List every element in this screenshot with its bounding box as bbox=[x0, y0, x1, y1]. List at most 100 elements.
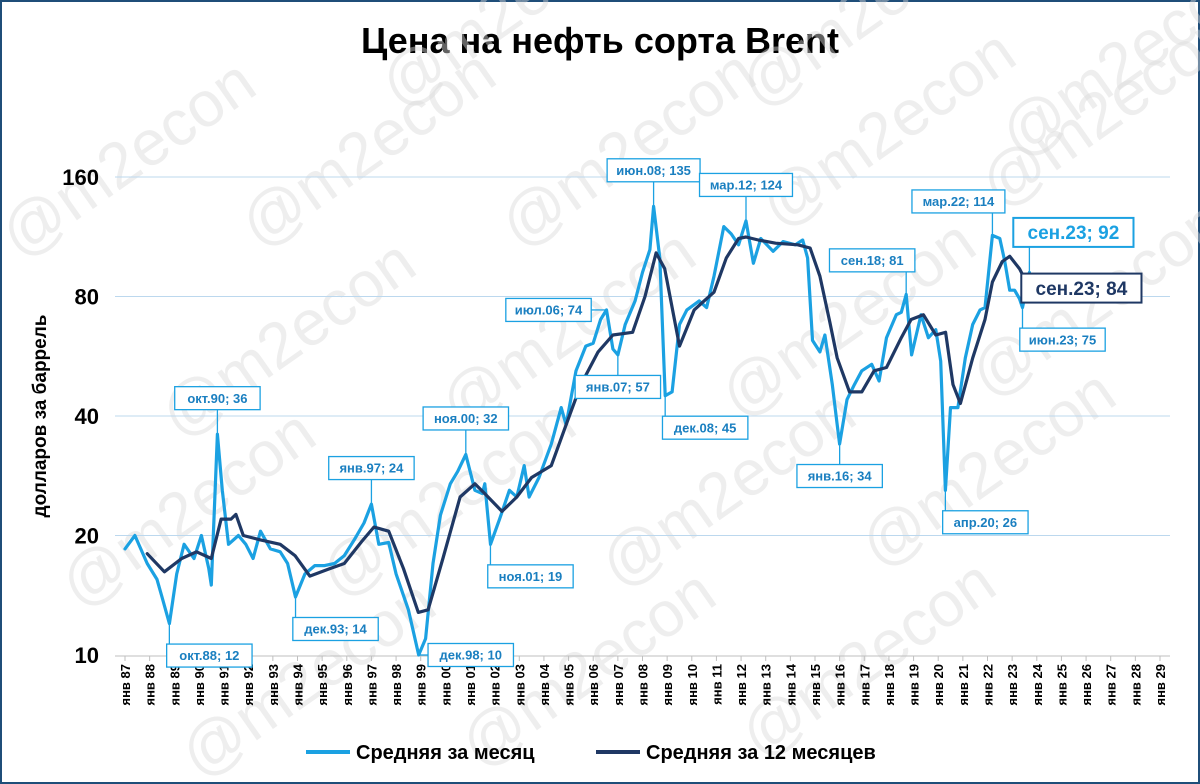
x-tick-label: янв 05 bbox=[562, 664, 577, 706]
annotation: июн.08; 135 bbox=[606, 158, 701, 207]
annotation-label: июн.23; 75 bbox=[1029, 332, 1096, 347]
x-tick-label: янв 98 bbox=[389, 664, 404, 706]
annotation-label: янв.97; 24 bbox=[339, 461, 404, 476]
x-tick-label: янв 95 bbox=[315, 664, 330, 706]
legend-item-annual: Средняя за 12 месяцев bbox=[596, 742, 876, 764]
x-tick-label: янв 97 bbox=[364, 664, 379, 706]
annotation-box bbox=[942, 510, 1029, 535]
annotation-box bbox=[1020, 272, 1143, 304]
x-tick-label: янв 10 bbox=[685, 664, 700, 706]
x-tick-label: янв 18 bbox=[882, 664, 897, 706]
annotation-box bbox=[328, 455, 415, 481]
x-tick-label: янв 04 bbox=[537, 663, 552, 705]
series-layer bbox=[123, 204, 1032, 657]
legend-item-monthly: Средняя за месяц bbox=[306, 742, 535, 764]
annotation-box bbox=[505, 297, 592, 323]
x-tick-label: янв 24 bbox=[1030, 663, 1045, 705]
annotation-box bbox=[661, 415, 749, 440]
x-tick-label: янв 19 bbox=[907, 664, 922, 706]
x-tick-label: янв 17 bbox=[857, 664, 872, 706]
annotation-box bbox=[166, 643, 253, 668]
x-tick-label: янв 27 bbox=[1104, 664, 1119, 706]
x-tick-label: янв 91 bbox=[217, 664, 232, 706]
annotation: июл.06; 74 bbox=[505, 297, 607, 323]
x-tick-label: янв 01 bbox=[463, 664, 478, 706]
annotation-box bbox=[174, 386, 261, 411]
annotation-box bbox=[828, 248, 916, 273]
annotation-box bbox=[698, 172, 794, 198]
annotation-label: дек.08; 45 bbox=[674, 420, 736, 435]
annotation-box bbox=[1019, 327, 1106, 352]
annotation: дек.08; 45 bbox=[661, 395, 749, 440]
annotation: апр.20; 26 bbox=[942, 490, 1029, 535]
annotation-label: окт.88; 12 bbox=[179, 648, 239, 663]
y-axis-label: долларов за баррель bbox=[30, 315, 51, 518]
x-tick-label: янв 29 bbox=[1153, 664, 1168, 706]
annotation: окт.90; 36 bbox=[174, 386, 261, 435]
annotation: мар.12; 124 bbox=[698, 172, 794, 221]
y-tick-label: 160 bbox=[62, 165, 99, 190]
annotation: ноя.01; 19 bbox=[487, 544, 574, 589]
annotation: янв.07; 57 bbox=[574, 354, 662, 400]
x-tick-label: янв 09 bbox=[660, 664, 675, 706]
x-tick-label: янв 02 bbox=[488, 664, 503, 706]
y-tick-label: 80 bbox=[75, 285, 99, 310]
annotation-box bbox=[796, 463, 883, 489]
x-tick-label: янв 21 bbox=[956, 664, 971, 706]
x-tick-label: янв 88 bbox=[143, 664, 158, 706]
legend-label: Средняя за 12 месяцев bbox=[646, 742, 876, 764]
annotation: сен.18; 81 bbox=[828, 248, 916, 295]
annotation-box bbox=[427, 642, 515, 668]
x-tick-label: янв 12 bbox=[734, 664, 749, 706]
x-tick-label: янв 16 bbox=[833, 664, 848, 706]
legend-label: Средняя за месяц bbox=[356, 742, 535, 764]
annotation-label: сен.23; 92 bbox=[1028, 223, 1120, 244]
legend: Средняя за месяц Средняя за 12 месяцев bbox=[306, 742, 876, 764]
x-tick-label: янв 20 bbox=[931, 664, 946, 706]
x-tick-label: янв 14 bbox=[783, 663, 798, 705]
y-tick-label: 40 bbox=[75, 404, 99, 429]
x-tick-label: янв 06 bbox=[586, 664, 601, 706]
annotation: дек.98; 10 bbox=[418, 642, 515, 668]
watermark-text: @m2econ bbox=[0, 45, 268, 272]
annotation-label: июл.06; 74 bbox=[515, 303, 583, 318]
watermark-text: @m2econ bbox=[727, 545, 1008, 772]
x-tick-label: янв 87 bbox=[118, 664, 133, 706]
annotation: сен.23; 92 bbox=[1012, 216, 1135, 273]
x-tick-label: янв 22 bbox=[981, 664, 996, 706]
y-tick-label: 10 bbox=[75, 643, 99, 668]
annotation-label: дек.93; 14 bbox=[304, 622, 367, 637]
x-tick-label: янв 93 bbox=[266, 664, 281, 706]
y-axis-ticks: 10 20 40 80 160 bbox=[62, 165, 99, 668]
x-tick-label: янв 03 bbox=[512, 664, 527, 706]
annotation: окт.88; 12 bbox=[166, 623, 253, 668]
annotation: июн.23; 75 bbox=[1019, 307, 1106, 352]
x-tick-label: янв 26 bbox=[1079, 664, 1094, 706]
annotation: сен.23; 84 bbox=[1020, 272, 1143, 304]
annotation-label: апр.20; 26 bbox=[954, 515, 1018, 530]
annotation-label: мар.22; 114 bbox=[923, 194, 995, 209]
x-tick-label: янв 00 bbox=[438, 664, 453, 706]
x-tick-label: янв 25 bbox=[1054, 664, 1069, 706]
annotation: дек.93; 14 bbox=[292, 596, 379, 642]
annotation-box bbox=[911, 189, 1006, 214]
x-tick-label: янв 89 bbox=[167, 664, 182, 706]
annotation-label: янв.16; 34 bbox=[808, 469, 873, 484]
annotation-label: сен.23; 84 bbox=[1036, 279, 1128, 300]
annotation: мар.22; 114 bbox=[911, 189, 1006, 236]
x-tick-label: янв 92 bbox=[241, 664, 256, 706]
annotation-box bbox=[487, 564, 574, 589]
x-tick-label: янв 11 bbox=[709, 664, 724, 705]
annotation-label: июн.08; 135 bbox=[616, 163, 691, 178]
series-monthly-line bbox=[123, 204, 1032, 657]
annotation-label: янв.07; 57 bbox=[586, 380, 650, 395]
x-tick-label: янв 15 bbox=[808, 664, 823, 706]
watermark-text: @m2econ bbox=[367, 0, 648, 121]
chart-title: Цена на нефть сорта Brent bbox=[360, 20, 840, 61]
x-tick-label: янв 07 bbox=[611, 664, 626, 706]
x-tick-label: янв 90 bbox=[192, 664, 207, 706]
annotation-label: окт.90; 36 bbox=[187, 391, 247, 406]
annotation: янв.97; 24 bbox=[328, 455, 415, 505]
annotation: янв.16; 34 bbox=[796, 444, 883, 489]
